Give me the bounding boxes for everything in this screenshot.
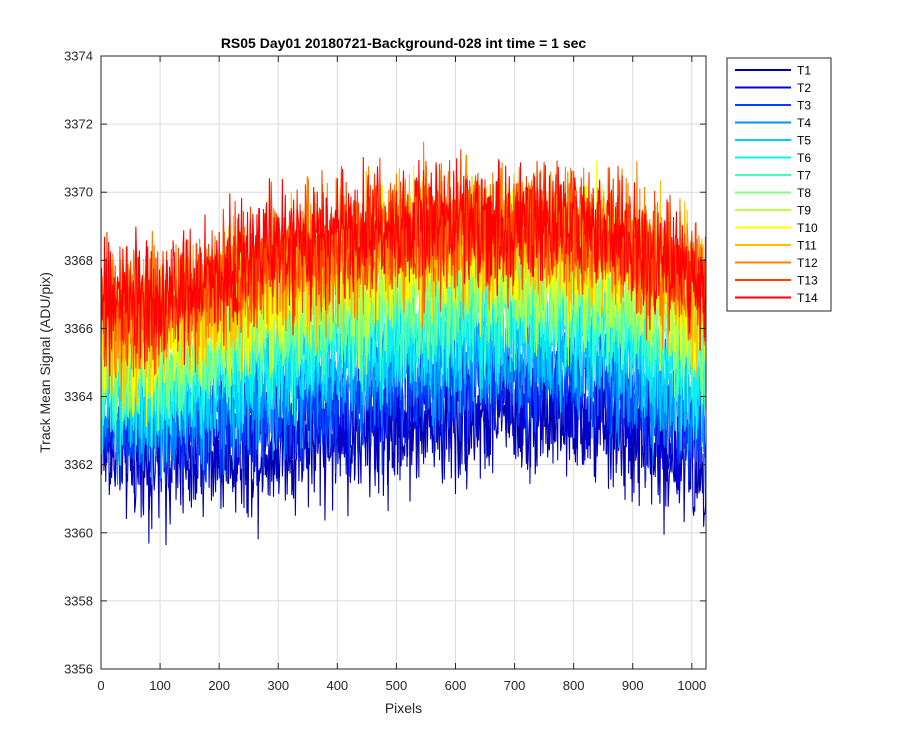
y-tick-label: 3364: [64, 389, 93, 404]
legend-label: T6: [797, 151, 811, 165]
x-tick-label: 400: [326, 678, 348, 693]
x-tick-label: 100: [149, 678, 171, 693]
y-tick-label: 3374: [64, 49, 93, 64]
legend-label: T4: [797, 116, 811, 130]
legend-label: T9: [797, 204, 811, 218]
chart-title: RS05 Day01 20180721-Background-028 int t…: [221, 35, 587, 51]
x-tick-label: 600: [445, 678, 467, 693]
x-tick-label: 800: [563, 678, 585, 693]
axes-box: [100, 55, 707, 670]
legend-label: T10: [797, 221, 818, 235]
legend-label: T2: [797, 81, 811, 95]
legend-label: T8: [797, 186, 811, 200]
legend-label: T5: [797, 134, 811, 148]
legend-label: T14: [797, 291, 818, 305]
x-tick-label: 300: [267, 678, 289, 693]
legend-label: T3: [797, 99, 811, 113]
y-tick-label: 3368: [64, 253, 93, 268]
x-tick-label: 900: [622, 678, 644, 693]
y-tick-label: 3360: [64, 525, 93, 540]
axis-ticks: 0 100 200 300 400 500 600 700 800 900 1000 3356 3358…: [64, 49, 706, 694]
y-tick-label: 3372: [64, 117, 93, 132]
y-tick-label: 3356: [64, 662, 93, 677]
series-lines: [101, 141, 706, 546]
legend-label: T13: [797, 274, 818, 288]
x-tick-label: 1000: [677, 678, 706, 693]
x-tick-label: 200: [208, 678, 230, 693]
legend-label: T12: [797, 256, 818, 270]
legend: T1 T2 T3 T4 T5 T6 T7 T8 T9 T10 T11 T12 T13 T14: [726, 57, 832, 312]
y-tick-label: 3366: [64, 321, 93, 336]
x-tick-label: 500: [386, 678, 408, 693]
legend-label: T11: [797, 239, 817, 253]
legend-label: T1: [797, 64, 811, 78]
x-axis-label: Pixels: [385, 700, 422, 716]
x-tick-label: 0: [97, 678, 104, 693]
y-tick-label: 3370: [64, 185, 93, 200]
legend-box: [726, 57, 832, 312]
legend-label: T7: [797, 169, 811, 183]
y-axis-label: Track Mean Signal (ADU/pix): [37, 272, 53, 453]
y-tick-label: 3362: [64, 457, 93, 472]
y-tick-label: 3358: [64, 593, 93, 608]
x-tick-label: 700: [504, 678, 526, 693]
series-line-t14: [101, 156, 706, 377]
